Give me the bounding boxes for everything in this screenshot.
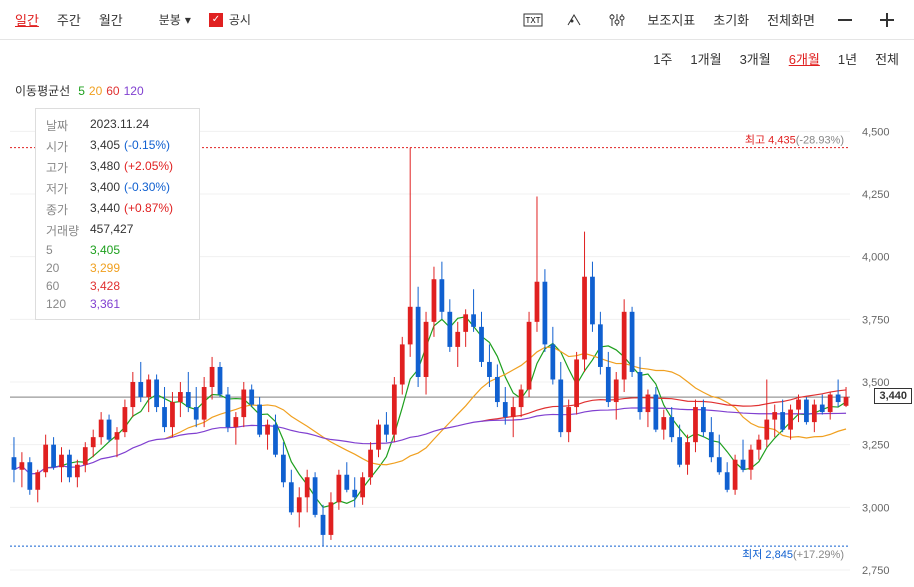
disclosure-label: 공시 — [229, 11, 251, 28]
minute-dropdown[interactable]: 분봉 ▾ — [159, 11, 191, 28]
ma-legend-title: 이동평균선 — [15, 82, 70, 99]
range-button-2[interactable]: 3개월 — [740, 49, 771, 68]
svg-text:4,500: 4,500 — [862, 126, 890, 138]
svg-text:2,750: 2,750 — [862, 565, 890, 577]
settings-tool-icon[interactable] — [605, 8, 629, 32]
svg-text:최고 4,435(-28.93%): 최고 4,435(-28.93%) — [745, 134, 844, 147]
info-row: 1203,361 — [36, 295, 199, 313]
svg-text:4,250: 4,250 — [862, 189, 890, 201]
info-row: 날짜2023.11.24 — [36, 115, 199, 136]
range-button-5[interactable]: 전체 — [875, 49, 899, 68]
svg-text:4,000: 4,000 — [862, 252, 890, 264]
timeframe-tab-1[interactable]: 주간 — [57, 13, 81, 28]
range-button-3[interactable]: 6개월 — [789, 49, 820, 68]
ma-legend: 이동평균선 5 20 60 120 — [15, 82, 148, 99]
current-price-tag: 3,440 — [874, 388, 912, 404]
svg-text:3,750: 3,750 — [862, 314, 890, 326]
ohlc-info-panel: 날짜2023.11.24시가3,405(-0.15%)고가3,480(+2.05… — [35, 108, 200, 320]
indicators-button[interactable]: 보조지표 — [647, 10, 695, 29]
minute-dropdown-label: 분봉 — [159, 11, 181, 28]
fullscreen-button[interactable]: 전체화면 — [767, 10, 815, 29]
svg-text:최저 2,845(+17.29%): 최저 2,845(+17.29%) — [742, 548, 844, 561]
ma-period-label: 60 — [106, 84, 119, 98]
info-row: 시가3,405(-0.15%) — [36, 136, 199, 157]
range-button-0[interactable]: 1주 — [653, 49, 672, 68]
timeframe-tab-0[interactable]: 일간 — [15, 13, 39, 28]
ma-period-label: 5 — [78, 84, 85, 98]
toolbar-left: 일간 주간 월간 분봉 ▾ ✓ 공시 — [15, 10, 251, 29]
svg-text:3,000: 3,000 — [862, 502, 890, 514]
draw-tool-icon[interactable] — [563, 8, 587, 32]
info-row: 저가3,400(-0.30%) — [36, 178, 199, 199]
info-row: 53,405 — [36, 241, 199, 259]
info-row: 거래량457,427 — [36, 220, 199, 241]
range-selector: 1주 1개월 3개월 6개월 1년 전체 — [0, 40, 914, 76]
minus-icon[interactable] — [833, 8, 857, 32]
reset-button[interactable]: 초기화 — [713, 10, 749, 29]
ma-period-label: 120 — [124, 84, 144, 98]
svg-text:TXT: TXT — [526, 16, 541, 25]
toolbar-right: TXT 보조지표 초기화 전체화면 — [521, 8, 899, 32]
info-row: 고가3,480(+2.05%) — [36, 157, 199, 178]
svg-text:3,250: 3,250 — [862, 440, 890, 452]
chevron-down-icon: ▾ — [185, 13, 191, 27]
range-button-1[interactable]: 1개월 — [690, 49, 721, 68]
range-button-4[interactable]: 1년 — [838, 49, 857, 68]
info-row: 종가3,440(+0.87%) — [36, 199, 199, 220]
timeframe-tab-2[interactable]: 월간 — [99, 13, 123, 28]
plus-icon[interactable] — [875, 8, 899, 32]
main-toolbar: 일간 주간 월간 분봉 ▾ ✓ 공시 TXT 보조지표 초기화 전체화면 — [0, 0, 914, 40]
info-row: 203,299 — [36, 259, 199, 277]
text-tool-icon[interactable]: TXT — [521, 8, 545, 32]
disclosure-checkbox[interactable]: ✓ 공시 — [209, 11, 251, 28]
info-row: 603,428 — [36, 277, 199, 295]
check-icon: ✓ — [209, 13, 223, 27]
ma-period-label: 20 — [89, 84, 102, 98]
